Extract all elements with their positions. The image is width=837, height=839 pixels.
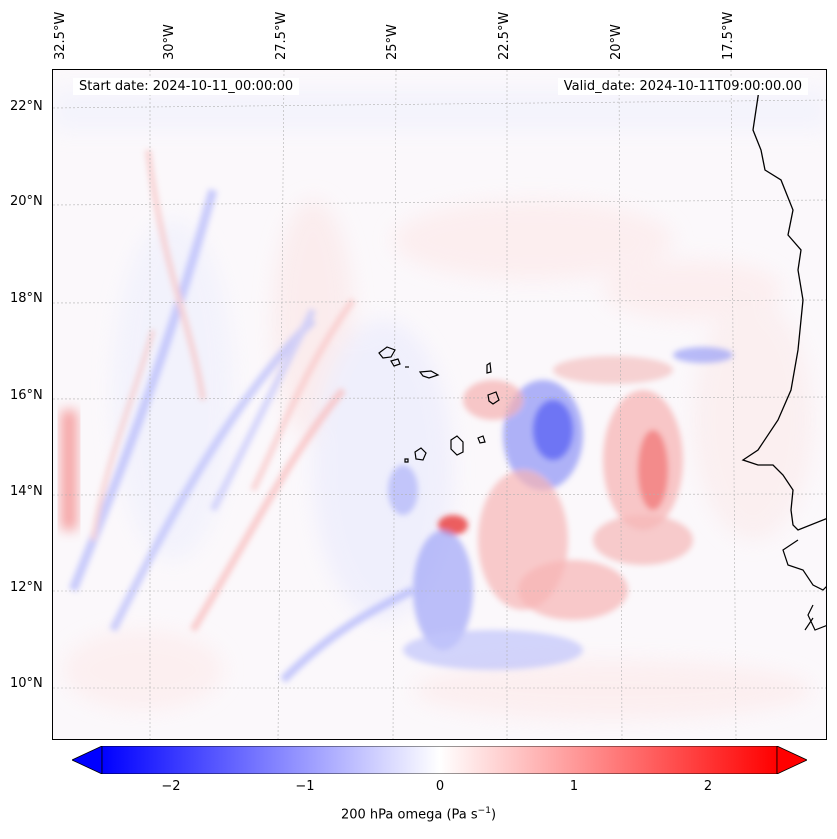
colorbar-tick-0: 0 — [435, 779, 445, 794]
colorbar — [72, 746, 807, 774]
lon-label-22-5w: 22.5°W — [497, 11, 512, 60]
lat-label-22n: 22°N — [10, 99, 43, 114]
colorbar-tick-neg2: −2 — [161, 779, 181, 794]
disturbance-core — [388, 347, 733, 670]
africa-coastline — [741, 89, 826, 531]
map-panel[interactable]: Start date: 2024-10-11_00:00:00 Valid_da… — [52, 69, 827, 740]
lat-label-10n: 10°N — [10, 676, 43, 691]
edge-anomaly — [61, 410, 77, 530]
colorbar-scale — [101, 746, 778, 774]
colorbar-low-arrow — [72, 746, 103, 774]
colorbar-tick-1: 1 — [569, 779, 579, 794]
lat-label-16n: 16°N — [10, 388, 43, 403]
lat-label-18n: 18°N — [10, 291, 43, 306]
omega-field-map — [53, 70, 826, 739]
lon-label-17-5w: 17.5°W — [721, 11, 736, 60]
lat-label-14n: 14°N — [10, 484, 43, 499]
lat-label-12n: 12°N — [10, 580, 43, 595]
colorbar-title: 200 hPa omega (Pa s−1) — [0, 806, 837, 822]
lon-label-30w: 30°W — [162, 24, 177, 60]
cape-verde-islands — [378, 346, 500, 463]
coastline-south — [782, 539, 826, 631]
colorbar-title-close: ) — [490, 807, 497, 823]
colorbar-high-arrow — [776, 746, 807, 774]
lon-label-27-5w: 27.5°W — [274, 11, 289, 60]
valid-date-label: Valid_date: 2024-10-11T09:00:00.00 — [557, 78, 808, 95]
lat-label-20n: 20°N — [10, 194, 43, 209]
start-date-label: Start date: 2024-10-11_00:00:00 — [73, 78, 300, 95]
gridlines — [53, 70, 826, 739]
colorbar-tick-neg1: −1 — [295, 779, 315, 794]
colorbar-title-text: 200 hPa omega (Pa s — [340, 807, 478, 823]
colorbar-title-exponent: −1 — [477, 806, 491, 816]
lon-label-25w: 25°W — [385, 24, 400, 60]
lon-label-32-5w: 32.5°W — [53, 11, 68, 60]
lon-label-20w: 20°W — [609, 24, 624, 60]
streaks-west — [68, 149, 415, 683]
colorbar-tick-2: 2 — [703, 779, 713, 794]
